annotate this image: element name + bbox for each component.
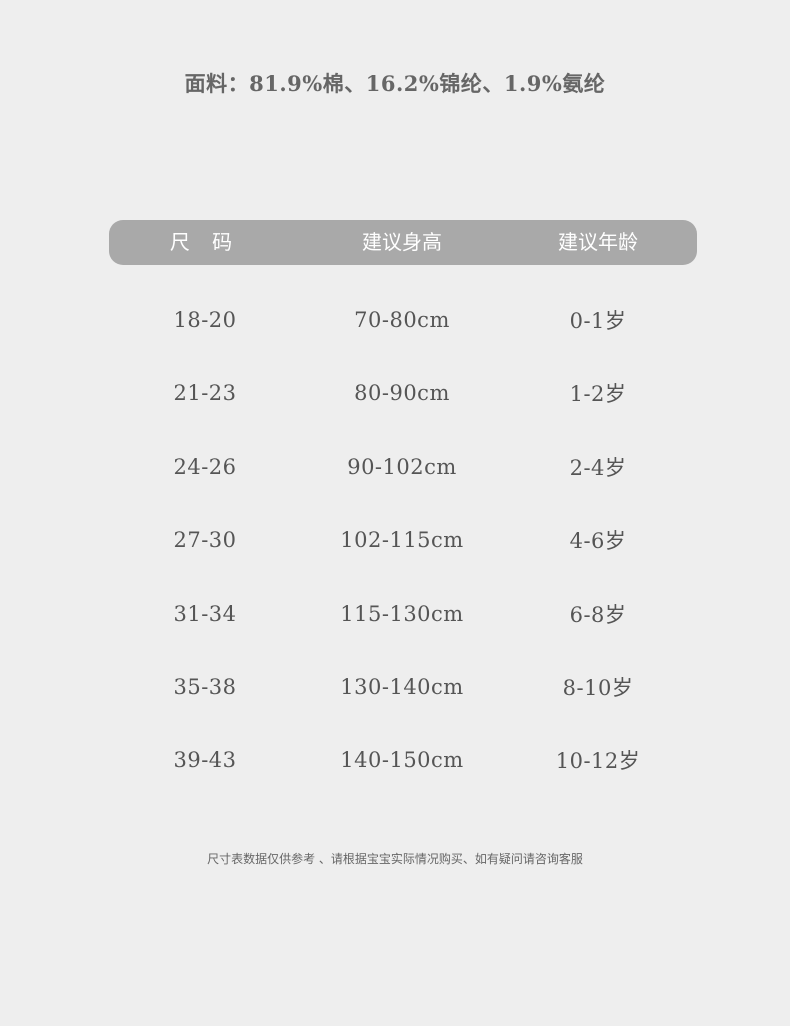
header-height: 建议身高: [362, 230, 442, 254]
age-cell: 10-12岁: [555, 749, 641, 774]
size-cell: 18-20: [173, 308, 237, 332]
age-cell: 4-6岁: [569, 529, 627, 554]
age-cell: 0-1岁: [569, 309, 627, 333]
height-cell: 115-130cm: [340, 601, 464, 626]
size-cell: 24-26: [173, 454, 237, 479]
age-cell: 6-8岁: [569, 602, 627, 627]
age-cell: 8-10岁: [562, 676, 634, 700]
size-cell: 39-43: [173, 748, 237, 773]
header-size: 尺 码: [169, 230, 241, 254]
fabric-composition: 面料：81.9%棉、16.2%锦纶、1.9%氨纶: [184, 71, 606, 96]
size-cell: 35-38: [173, 675, 237, 699]
disclaimer-note: 尺寸表数据仅供参考 、请根据宝宝实际情况购买、如有疑问请咨询客服: [207, 852, 583, 866]
height-cell: 140-150cm: [340, 748, 464, 773]
height-cell: 70-80cm: [354, 308, 450, 332]
height-cell: 90-102cm: [347, 454, 457, 479]
height-cell: 130-140cm: [340, 675, 464, 699]
table-header: 尺 码 建议身高 建议年龄: [109, 220, 697, 265]
age-cell: 2-4岁: [569, 455, 627, 480]
size-cell: 31-34: [173, 601, 237, 626]
size-cell: 21-23: [173, 381, 237, 406]
height-cell: 80-90cm: [354, 381, 450, 406]
header-age: 建议年龄: [558, 230, 638, 254]
age-cell: 1-2岁: [569, 382, 627, 407]
size-cell: 27-30: [173, 528, 237, 553]
height-cell: 102-115cm: [340, 528, 464, 553]
